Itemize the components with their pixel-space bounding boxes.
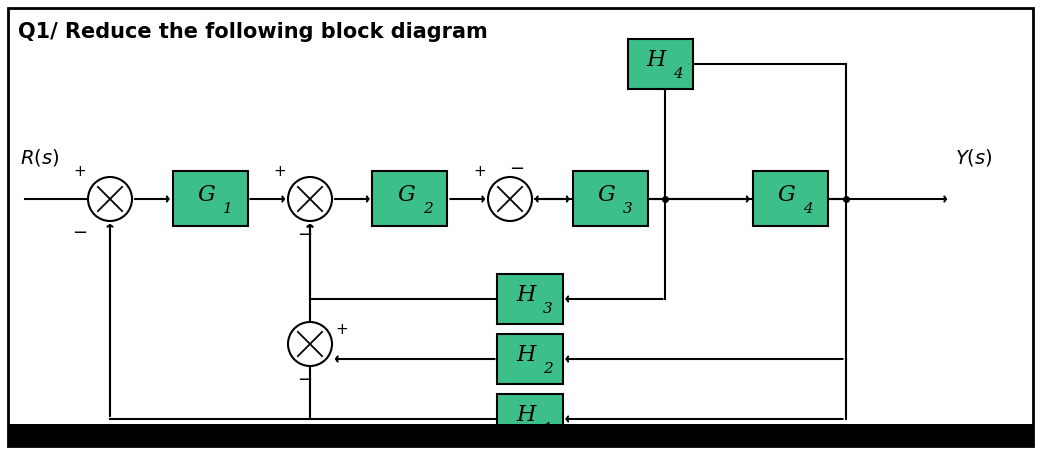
Text: H: H (646, 49, 665, 71)
Bar (498, 394, 562, 444)
Text: $R(s)$: $R(s)$ (20, 147, 59, 168)
Text: +: + (335, 321, 349, 336)
Text: +: + (74, 164, 86, 179)
Circle shape (288, 177, 332, 221)
Text: G: G (397, 184, 415, 206)
Text: 1: 1 (543, 422, 553, 436)
Bar (753, 172, 828, 227)
Text: $-$: $-$ (73, 222, 87, 240)
Circle shape (488, 177, 532, 221)
Text: G: G (778, 184, 795, 206)
Text: H: H (516, 344, 536, 366)
Circle shape (88, 177, 132, 221)
Text: $-$: $-$ (509, 158, 525, 176)
Text: $-$: $-$ (298, 224, 312, 242)
Text: 4: 4 (803, 202, 813, 216)
Text: H: H (516, 284, 536, 306)
Text: G: G (197, 184, 214, 206)
Text: $Y(s)$: $Y(s)$ (955, 147, 993, 168)
Bar (8, 424, 1033, 446)
Text: H: H (516, 404, 536, 426)
Text: 1: 1 (223, 202, 233, 216)
Circle shape (288, 322, 332, 366)
Text: +: + (274, 164, 286, 179)
Text: 2: 2 (543, 362, 553, 376)
Text: $-$: $-$ (298, 369, 312, 387)
Text: +: + (474, 164, 486, 179)
Text: 4: 4 (674, 67, 683, 81)
Bar (498, 274, 562, 324)
Text: G: G (598, 184, 615, 206)
Bar (173, 172, 248, 227)
Bar (373, 172, 448, 227)
Bar (628, 39, 692, 89)
Bar (573, 172, 648, 227)
Bar (498, 334, 562, 384)
Text: 3: 3 (624, 202, 633, 216)
Text: Q1/ Reduce the following block diagram: Q1/ Reduce the following block diagram (18, 22, 488, 42)
Text: 3: 3 (543, 302, 553, 316)
Text: 2: 2 (423, 202, 433, 216)
